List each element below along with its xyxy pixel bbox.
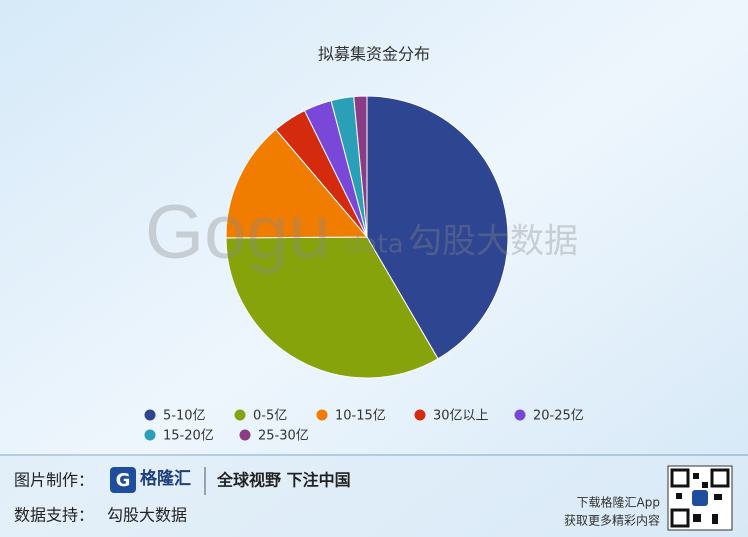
source: 勾股大数据 [107,506,187,525]
legend-swatch [144,409,156,421]
watermark-sub: data [345,230,404,260]
legend-swatch [234,409,246,421]
legend-swatch [514,409,526,421]
pie-slice [353,95,368,238]
pie-slice [225,128,369,239]
legend-swatch [239,429,251,441]
chart-title: 拟募集资金分布 [318,45,430,64]
legend-swatch [316,409,328,421]
legend-label: 20-25亿 [533,409,584,424]
legend-label: 15-20亿 [163,429,214,444]
legend-label: 30亿以上 [433,409,489,424]
slogan: 全球视野 下注中国 [216,471,351,490]
maker-logo [110,467,136,493]
legend-label: 0-5亿 [253,409,287,424]
pie-slice [225,236,439,379]
app-line2: 获取更多精彩内容 [564,513,660,528]
maker-logo-letter: G [116,470,131,491]
legend: 5-10亿 0-5亿 10-15亿 30亿以上 20-25亿 15-20亿 25-30亿 [144,409,584,444]
legend-swatch [144,429,156,441]
legend-label: 10-15亿 [335,409,386,424]
watermark: Gogu data 勾股大数据 [145,190,578,275]
maker: 格隆汇 [140,468,191,489]
legend-swatch [414,409,426,421]
pie-slice [366,95,509,360]
qr-code [667,465,733,531]
source-label: 数据支持： [14,506,94,525]
legend-label: 5-10亿 [163,409,206,424]
watermark-logo: Gogu [145,190,331,275]
legend-label: 25-30亿 [258,429,309,444]
maker-label: 图片制作： [14,471,94,490]
watermark-name: 勾股大数据 [408,222,578,262]
app-line1: 下载格隆汇App [577,495,660,510]
pie [225,95,509,379]
